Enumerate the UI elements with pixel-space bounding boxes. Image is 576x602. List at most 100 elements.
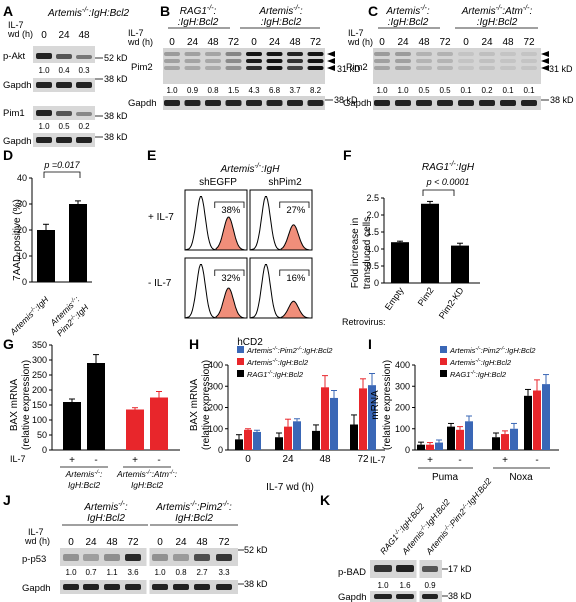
group-label: Puma [432, 472, 459, 483]
band [416, 66, 432, 70]
band [63, 584, 79, 590]
wd-label: wd (h) [347, 37, 373, 47]
band [194, 584, 210, 590]
arrow-icon [327, 51, 335, 57]
x-category-label: - [157, 455, 160, 466]
band [395, 52, 411, 56]
band [173, 584, 189, 590]
row-label: Pim2 [346, 62, 368, 73]
band [76, 55, 92, 59]
arrow-icon [327, 58, 335, 64]
row-label: Gapdh [338, 592, 367, 602]
bar [37, 230, 55, 282]
y-axis-label: transduced cells [362, 217, 373, 289]
blot-gapdh [373, 96, 541, 110]
legend-text-part: :IgH:Bcl2 [278, 358, 309, 367]
legend-text-part: Artemis [246, 346, 273, 355]
y-tick-label: 1.0 [366, 244, 379, 254]
quant: 2.7 [196, 568, 208, 577]
y-tick-label: 300 [32, 355, 47, 365]
row-label: Gapdh [3, 80, 32, 91]
quant: 0.3 [78, 66, 90, 75]
panel-j: Artemis-/-: IgH:Bcl2 Artemis-/-:Pim2-/-:… [22, 501, 268, 594]
bar [451, 245, 469, 283]
legend-label: Artemis-/-:IgH:Bcl2 [449, 358, 512, 367]
x-category-label: Pim2 [416, 285, 436, 308]
bar [426, 444, 434, 450]
band [374, 100, 390, 106]
bar [510, 428, 518, 450]
band [205, 66, 221, 70]
row-label: Pim1 [3, 108, 25, 119]
band [184, 66, 201, 70]
y-tick-label: 0 [374, 278, 379, 288]
gate-bracket [214, 269, 245, 276]
band [521, 52, 537, 56]
histogram-control [249, 196, 289, 251]
panel-c: Artemis-/-: :IgH:Bcl2 Artemis-/-:Atm-/-:… [343, 5, 574, 110]
band [479, 52, 495, 56]
timepoint: 24 [269, 37, 281, 48]
legend-text-part: -/- [475, 358, 480, 364]
band [184, 100, 201, 106]
legend-text-part: -/- [267, 370, 272, 376]
bar [492, 437, 500, 450]
group-label: Noxa [509, 472, 533, 483]
band [307, 59, 324, 63]
row-label: - IL-7 [148, 278, 172, 289]
band [416, 59, 432, 63]
legend-text-part: :IgH:Bcl2 [505, 346, 536, 355]
timepoint: 48 [289, 37, 301, 48]
quant: 0.1 [523, 86, 535, 95]
timepoint: 72 [523, 37, 535, 48]
group-label: Artemis-/-: [385, 5, 430, 17]
band [307, 52, 324, 56]
panel-e-title: Artemis-/-:IgH [220, 163, 281, 175]
panel-letter-e: E [147, 147, 156, 163]
y-axis-label: (relative expression) [382, 360, 393, 450]
quant: 1.0 [397, 86, 409, 95]
legend-text-part: Artemis [449, 358, 476, 367]
timepoint: 0 [251, 37, 257, 48]
band [225, 59, 242, 63]
marker: 38 kD [550, 95, 574, 105]
y-tick-label: 300 [395, 381, 410, 391]
y-axis-label: BAX mRNA [9, 379, 20, 432]
histogram-control [184, 196, 224, 251]
band [500, 66, 516, 70]
row-label: p-p53 [22, 554, 46, 565]
band [125, 554, 141, 561]
histogram-control [184, 264, 224, 319]
bar [126, 409, 144, 450]
legend-text-part: -/- [500, 346, 505, 352]
legend-swatch [237, 370, 244, 377]
legend-swatch [440, 346, 447, 353]
sign: + [502, 455, 508, 466]
legend-swatch [440, 358, 447, 365]
band [374, 52, 390, 56]
legend-label: RAG1-/-:IgH:Bcl2 [450, 370, 507, 379]
histogram-positive [280, 300, 310, 319]
panel-h: BAX mRNA (relative expression) Artemis-/… [189, 346, 385, 493]
wd-label: wd (h) [7, 29, 33, 39]
timepoint: 0 [463, 37, 469, 48]
bar [150, 397, 168, 450]
marker: 38 kD [104, 74, 128, 84]
band [104, 584, 120, 590]
band [395, 59, 411, 63]
bar [293, 421, 301, 450]
legend-label: Artemis-/-:IgH:Bcl2 [246, 358, 309, 367]
timepoint: 24 [187, 37, 199, 48]
group-label: Artemis-/-:Pim2-/-: [155, 501, 232, 513]
band [216, 554, 232, 561]
panel-e: Artemis-/-:IgH shEGFP shPim2 + IL-7 - IL… [148, 163, 313, 348]
y-tick-label: 2.5 [366, 193, 379, 203]
bar [312, 430, 320, 450]
y-tick-label: 100 [395, 424, 410, 434]
band [225, 52, 242, 56]
band [521, 100, 537, 106]
legend-label: RAG1-/-:IgH:Bcl2 [247, 370, 304, 379]
band [437, 100, 453, 106]
gate-percent: 32% [221, 273, 241, 284]
x-category-label: Pim2-KD [437, 285, 466, 321]
